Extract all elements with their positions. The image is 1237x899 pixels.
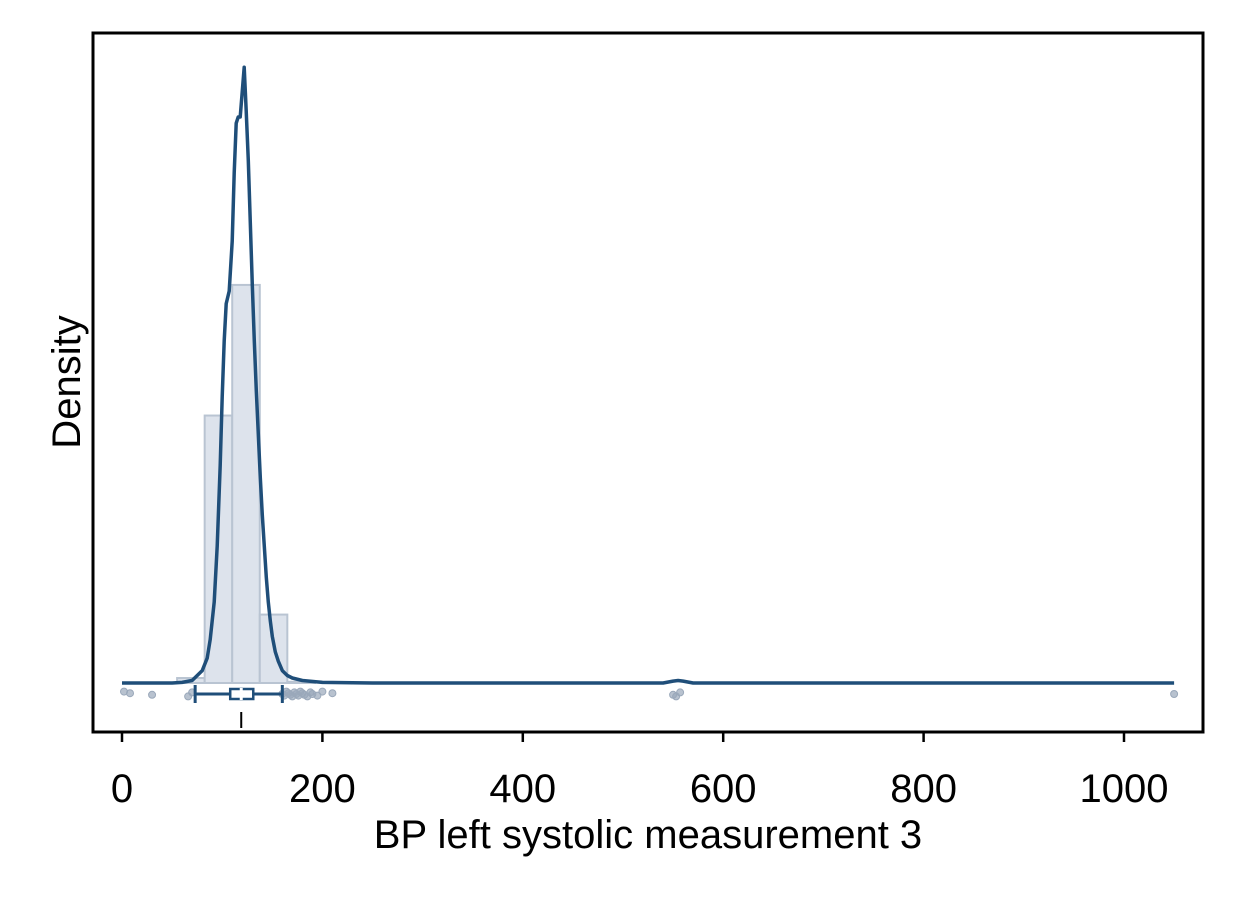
x-tick-label-400: 400 [489,767,556,811]
outlier-point [318,687,327,696]
outlier-point [676,688,685,697]
boxplot-group [120,685,1179,728]
x-axis-title: BP left systolic measurement 3 [374,813,922,857]
x-tick-label-600: 600 [690,767,757,811]
outlier-point [148,690,157,699]
outlier-point [1170,690,1179,698]
plot-frame [91,31,1205,734]
outlier-point [126,689,135,698]
kde-curve-group [122,65,1175,685]
x-tick-label-200: 200 [289,767,356,811]
kde-curve [122,65,1175,685]
x-tick-label-1000: 1000 [1080,767,1169,811]
x-axis: 0 200 400 600 800 1000 [111,732,1169,811]
x-tick-label-0: 0 [111,767,133,811]
histogram-bars [176,283,316,685]
y-axis-title: Density [45,315,89,448]
outlier-point [328,689,337,698]
x-tick-label-800: 800 [890,767,957,811]
